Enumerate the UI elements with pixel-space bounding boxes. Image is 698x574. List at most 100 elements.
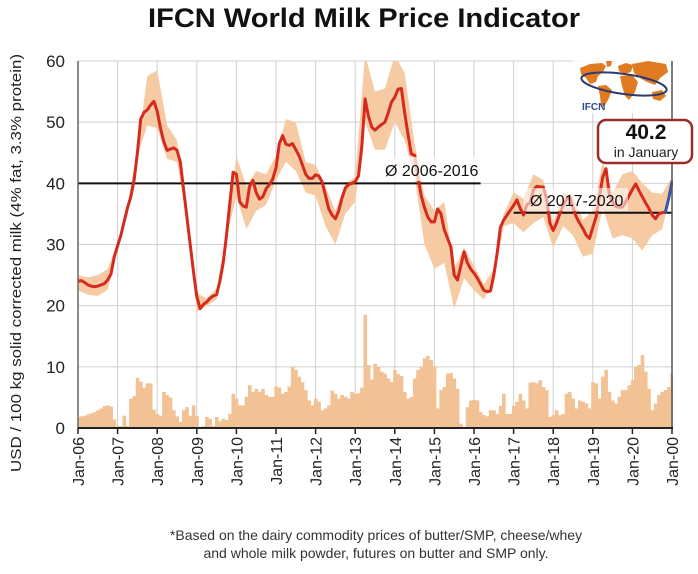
- bar: [221, 418, 226, 428]
- bar: [650, 410, 655, 428]
- bar: [564, 393, 569, 428]
- bar: [86, 414, 90, 428]
- bar: [455, 388, 460, 428]
- bar: [148, 383, 153, 428]
- bar: [274, 386, 278, 428]
- reference-label-text: Ø 2017-2020: [530, 193, 624, 210]
- y-tick-label: 30: [46, 236, 65, 255]
- bar: [416, 369, 420, 428]
- y-tick-label: 40: [46, 174, 65, 193]
- bar: [234, 398, 239, 428]
- bar: [465, 407, 470, 428]
- bar: [426, 355, 430, 428]
- bar: [386, 378, 391, 428]
- bar: [422, 358, 427, 428]
- bar: [508, 413, 513, 428]
- bar: [544, 390, 549, 428]
- bar: [99, 408, 104, 428]
- bar: [525, 408, 529, 428]
- bar: [257, 391, 262, 428]
- bar: [436, 408, 440, 428]
- bar: [139, 381, 143, 428]
- bar: [406, 398, 410, 428]
- bar: [409, 396, 414, 428]
- x-tick-label: Jan-09: [190, 437, 207, 486]
- reference-label-2006-2016: Ø 2006-2016: [366, 157, 490, 181]
- bar: [89, 413, 94, 428]
- bar: [310, 405, 315, 428]
- bar: [601, 376, 605, 428]
- bar: [366, 364, 371, 428]
- bar: [320, 410, 325, 428]
- bar: [231, 393, 236, 428]
- bar: [574, 408, 579, 428]
- x-tick-label: Jan-06: [71, 437, 88, 486]
- bar: [238, 405, 242, 428]
- bar: [442, 387, 447, 428]
- bar: [92, 412, 97, 428]
- x-tick-label: Jan-10: [229, 437, 246, 486]
- bar: [548, 416, 552, 428]
- bar: [112, 419, 117, 428]
- bar: [251, 391, 255, 428]
- bar: [610, 400, 615, 428]
- price-range-band: [78, 61, 672, 312]
- bar: [158, 415, 163, 428]
- bar: [475, 400, 480, 428]
- bar: [337, 398, 341, 428]
- axis-ticks: 0 10 20 30 40 50 60 Jan-06 Jan-07 Jan-08 Jan-09 Jan…: [46, 52, 682, 486]
- bar: [330, 390, 335, 428]
- bar: [195, 415, 199, 428]
- bar: [228, 413, 232, 428]
- bar: [531, 382, 536, 428]
- bar: [290, 366, 295, 428]
- reference-label-box: [366, 157, 490, 181]
- x-tick-label: Jan-15: [427, 437, 444, 486]
- y-tick-label: 50: [46, 113, 65, 132]
- x-tick-label: Jan-08: [150, 437, 167, 486]
- bar: [554, 410, 559, 428]
- bar: [604, 369, 608, 428]
- bar: [78, 416, 80, 428]
- bar: [373, 363, 377, 428]
- bar: [363, 314, 368, 428]
- bar: [495, 413, 500, 428]
- x-tick-label: Jan-07: [111, 437, 128, 486]
- bar: [617, 396, 622, 428]
- bar: [96, 410, 100, 428]
- bar: [267, 396, 272, 428]
- bar: [343, 396, 348, 428]
- bar: [452, 378, 457, 428]
- x-tick-label: Jan-14: [388, 437, 405, 486]
- reference-label-box: [523, 188, 628, 211]
- bar: [663, 390, 668, 428]
- bar: [399, 376, 404, 428]
- bar: [643, 371, 648, 428]
- bar: [492, 410, 496, 428]
- bar: [482, 415, 486, 428]
- bar: [624, 390, 628, 428]
- bar: [327, 405, 331, 428]
- bar: [323, 408, 328, 428]
- bar: [551, 415, 556, 428]
- bar: [558, 415, 562, 428]
- bar: [419, 366, 424, 428]
- bar: [445, 373, 450, 428]
- footnote-line-2: and whole milk powder, futures on butter…: [203, 545, 548, 561]
- y-tick-label: 60: [46, 52, 65, 71]
- bar: [657, 394, 661, 428]
- bar: [340, 394, 344, 428]
- bar: [541, 387, 546, 428]
- continent-europe: [618, 63, 633, 74]
- latest-value-callout: 40.2 in January: [596, 118, 694, 165]
- reference-lines: [78, 182, 672, 214]
- bar: [208, 418, 212, 428]
- bar: [122, 415, 127, 428]
- bar: [667, 387, 671, 428]
- callout-value: 40.2: [626, 121, 667, 144]
- bar: [300, 382, 305, 428]
- bar: [172, 410, 176, 428]
- x-tick-label: Jan-17: [507, 437, 524, 486]
- bar: [439, 390, 443, 428]
